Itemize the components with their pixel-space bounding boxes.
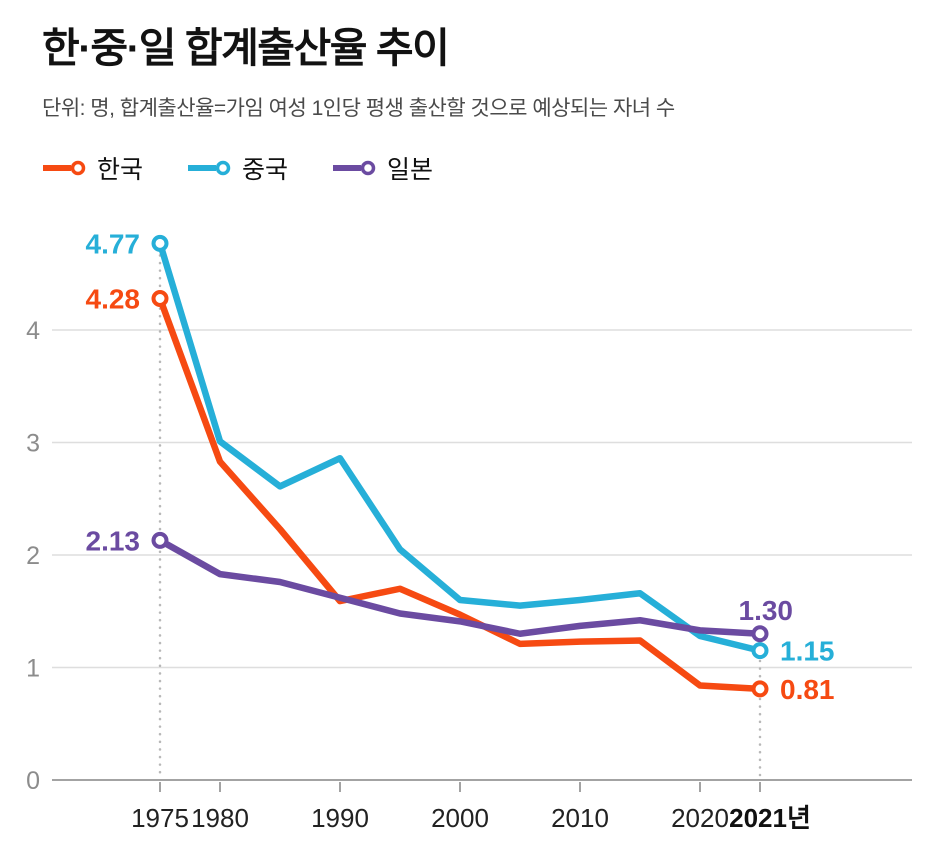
y-axis-tick-label: 0 (26, 767, 40, 795)
legend-label: 한국 (97, 156, 144, 184)
korea-start-marker (151, 290, 169, 307)
legend-label: 중국 (242, 156, 289, 184)
x-axis-tick-label: 1975 (131, 803, 189, 833)
x-axis-tick-label: 2020 (671, 803, 729, 833)
china-series-line (156, 240, 764, 654)
china-end-value-label: 1.15 (780, 636, 835, 667)
y-axis-tick-label: 2 (26, 542, 40, 570)
korea-start-value-label: 4.28 (86, 284, 141, 315)
japan-end-marker (751, 625, 769, 643)
korea-series-line (156, 295, 764, 693)
x-axis-tick-label: 2021년 (729, 803, 811, 833)
china-line-marker-icon (188, 160, 231, 176)
y-axis-tick-label: 4 (26, 317, 40, 345)
korea-end-value-label: 0.81 (780, 674, 835, 705)
y-axis-tick-label: 3 (26, 430, 40, 458)
china-start-marker (151, 234, 169, 252)
legend-item-japan: 일본 (332, 150, 433, 186)
x-axis-tick-label: 2010 (551, 803, 609, 833)
china-start-value-label: 4.77 (86, 228, 141, 259)
japan-start-marker (151, 531, 169, 549)
x-axis-tick-label: 2000 (431, 803, 489, 833)
japan-line-marker-icon (333, 160, 376, 176)
japan-end-value-label: 1.30 (739, 595, 794, 626)
china-end-marker (751, 642, 769, 660)
legend-item-china: 중국 (187, 150, 288, 186)
legend-label: 일본 (387, 156, 434, 184)
x-axis-tick-label: 1980 (191, 803, 249, 833)
japan-series-line (156, 537, 764, 637)
korea-line-marker-icon (43, 160, 86, 176)
legend-item-korea: 한국 (42, 150, 143, 186)
x-axis-tick-label: 1990 (311, 803, 369, 833)
page-title: 한·중·일 합계출산율 추이 (42, 25, 450, 71)
korea-end-marker (751, 680, 769, 698)
legend: 한국 중국 일본 (42, 150, 433, 186)
chart-subtitle: 단위: 명, 합계출산율=가임 여성 1인당 평생 출산할 것으로 예상되는 자… (42, 97, 675, 120)
y-axis-tick-label: 1 (26, 655, 40, 683)
japan-start-value-label: 2.13 (86, 525, 141, 556)
